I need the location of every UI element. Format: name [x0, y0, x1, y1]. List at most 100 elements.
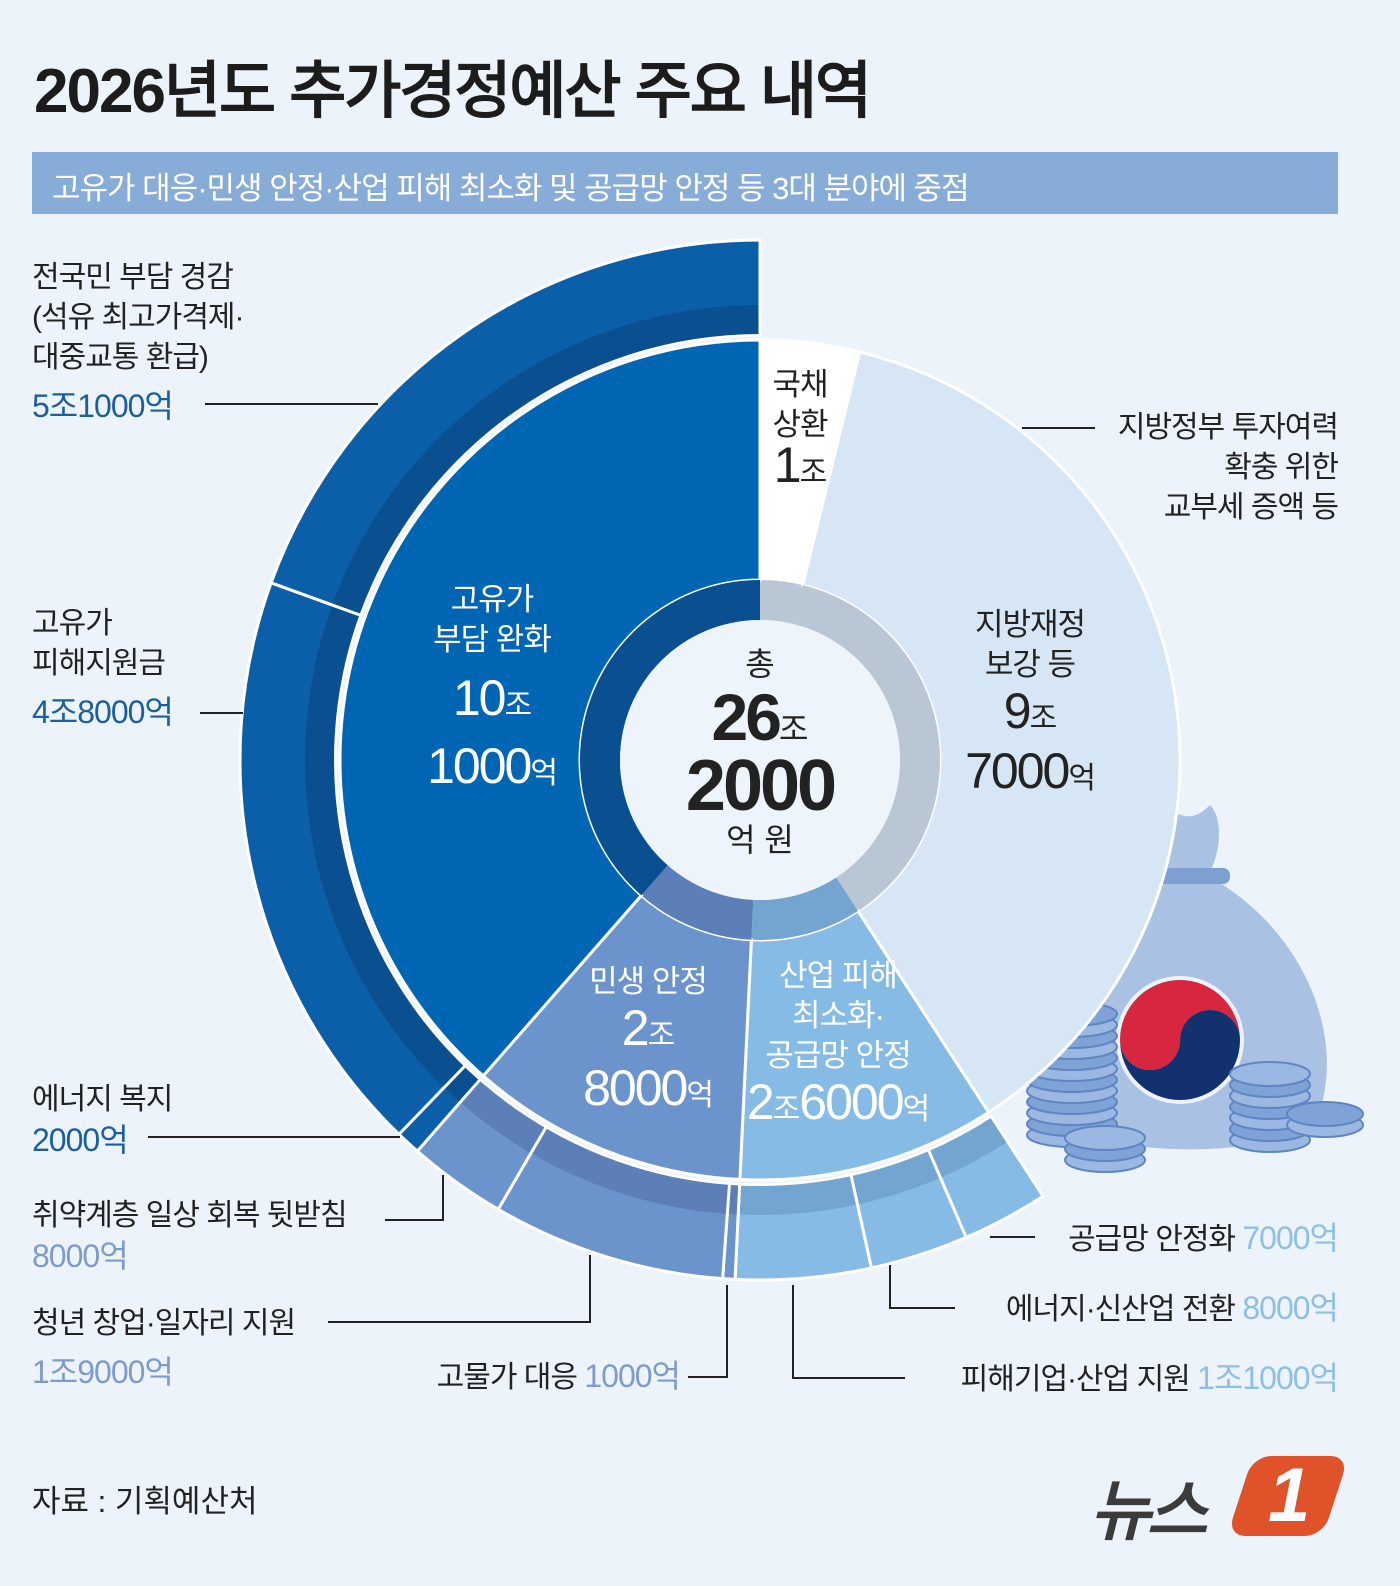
label-line: 공급망 안정화 — [1068, 1223, 1236, 1256]
minsaeng-value-eok: 8000 — [583, 1060, 688, 1116]
value: 1000억 — [584, 1358, 681, 1394]
leader-lines — [148, 403, 1095, 1379]
jibang-value-jo: 9 — [1003, 683, 1032, 739]
saneop-value-jo: 2 — [746, 1074, 775, 1130]
label-line: 전국민 부담 경감 — [32, 261, 234, 294]
gukchae-label-line: 상환 — [772, 407, 828, 442]
label-jibang-note: 지방정부 투자여력 확충 위한 교부세 증액 등 — [1117, 408, 1339, 528]
goyuga-label-line: 부담 완화 — [433, 622, 552, 657]
outer-segment-band-7 — [304, 606, 464, 1087]
unit: 조 — [647, 1019, 676, 1052]
sector-gukchae-inner-band — [760, 580, 803, 625]
label-line: 피해기업·산업 지원 — [960, 1363, 1191, 1396]
label-youth: 청년 창업·일자리 지원 1조9000억 — [32, 1304, 296, 1392]
logo-digit: 1 — [1268, 1453, 1311, 1538]
jibang-label-line: 보강 등 — [984, 647, 1076, 682]
value: 8000억 — [1242, 1290, 1339, 1326]
unit: 조 — [772, 1093, 801, 1126]
coin-icon — [1064, 1125, 1146, 1151]
label-line: 고유가 — [32, 607, 113, 640]
label-supply-chain: 공급망 안정화 7000억 — [1068, 1218, 1339, 1260]
saneop-label-line: 최소화· — [792, 998, 885, 1033]
unit: 억 — [902, 1093, 931, 1126]
label-line: 에너지·신산업 전환 — [1005, 1293, 1236, 1326]
subtitle-bar — [32, 152, 1338, 214]
goyuga-label-line: 고유가 — [450, 582, 535, 617]
label-line: 청년 창업·일자리 지원 — [32, 1307, 296, 1340]
goyuga-label: 고유가 부담 완화 10조 1000억 — [427, 580, 558, 804]
minsaeng-label-line: 민생 안정 — [589, 964, 708, 999]
outer-segment-band-1 — [852, 1151, 939, 1205]
label-line: 고물가 대응 — [436, 1361, 578, 1394]
taegeuk-red — [1120, 980, 1240, 1070]
value: 4조8000억 — [32, 694, 174, 730]
label-line: 확충 위한 — [1224, 451, 1339, 484]
label-line: (석유 최고가격제· — [32, 301, 245, 334]
logo-word: 뉴스 — [1090, 1474, 1207, 1548]
saneop-label-line: 공급망 안정 — [765, 1038, 911, 1073]
label-energy-welfare: 에너지 복지 2000억 — [32, 1080, 173, 1160]
goyuga-value-jo: 10 — [452, 670, 507, 726]
gukchae-label: 국채 상환 1조 — [772, 365, 828, 493]
total-jo: 26 — [711, 680, 782, 754]
total-prefix: 총 — [745, 646, 775, 682]
unit: 조 — [778, 711, 809, 747]
outer-segment-band-4 — [532, 1128, 728, 1214]
value: 2000억 — [32, 1122, 129, 1158]
label-burden-relief: 전국민 부담 경감 (석유 최고가격제· 대중교통 환급) 5조1000억 — [32, 258, 245, 426]
coin-stacks-icon — [1026, 1001, 1364, 1173]
gukchae-unit: 조 — [799, 456, 828, 489]
sector-minsaeng-inner-band — [641, 865, 754, 940]
value: 5조1000억 — [32, 388, 174, 424]
sector-jibang-inner-band — [793, 585, 940, 911]
unit: 조 — [504, 689, 533, 722]
gukchae-value: 1 — [773, 437, 802, 493]
label-line: 피해지원금 — [32, 647, 166, 680]
saneop-label: 산업 피해 최소화· 공급망 안정 2조6000억 — [746, 956, 931, 1136]
label-line: 취약계층 일상 회복 뒷받침 — [32, 1199, 348, 1232]
minsaeng-label: 민생 안정 2조 8000억 — [583, 962, 714, 1122]
value: 1조9000억 — [32, 1354, 174, 1390]
outer-segment-band-5 — [461, 1081, 545, 1153]
sector-saneop-inner-band — [751, 877, 858, 940]
label-line: 지방정부 투자여력 — [1117, 411, 1339, 444]
source-note: 자료 : 기획예산처 — [32, 1484, 258, 1519]
saneop-label-line: 산업 피해 — [779, 958, 898, 993]
unit: 조 — [1029, 702, 1058, 735]
value: 1조1000억 — [1197, 1360, 1339, 1396]
outer-segment-band-8 — [332, 305, 759, 614]
center-total: 총 26조 2000 억 원 — [685, 646, 837, 858]
total-unit: 억 원 — [726, 822, 794, 858]
coin-icon — [1229, 1061, 1311, 1087]
unit: 억 — [686, 1079, 714, 1112]
label-line: 대중교통 환급) — [32, 341, 209, 374]
label-line: 에너지 복지 — [32, 1083, 173, 1116]
label-prices: 고물가 대응 1000억 — [436, 1356, 681, 1398]
saneop-value-eok: 6000 — [799, 1074, 904, 1130]
sector-jibang — [800, 350, 1182, 1115]
jibang-label: 지방재정 보강 등 9조 7000억 — [965, 605, 1096, 805]
unit: 억 — [1068, 762, 1096, 795]
label-damaged-firms: 피해기업·산업 지원 1조1000억 — [960, 1358, 1339, 1400]
goyuga-value-eok: 1000 — [427, 738, 532, 794]
unit: 억 — [530, 757, 558, 790]
sector-goyuga-inner-band — [580, 580, 760, 896]
value: 7000억 — [1242, 1220, 1339, 1256]
label-line: 교부세 증액 등 — [1163, 491, 1339, 524]
label-new-industry: 에너지·신산업 전환 8000억 — [1005, 1288, 1339, 1330]
minsaeng-value-jo: 2 — [621, 1000, 650, 1056]
coin-icon — [1286, 1101, 1364, 1127]
label-vulnerable: 취약계층 일상 회복 뒷받침 8000억 — [32, 1196, 348, 1276]
center-circle — [620, 620, 900, 900]
label-damage-support: 고유가 피해지원금 4조8000억 — [32, 604, 174, 732]
total-eok: 2000 — [685, 746, 837, 826]
taegeuk-blue — [1120, 1010, 1240, 1100]
news1-logo: 뉴스 1 — [1090, 1452, 1350, 1548]
subtitle: 고유가 대응·민생 안정·산업 피해 최소화 및 공급망 안정 등 3대 분야에… — [52, 171, 970, 206]
page-title: 2026년도 추가경정예산 주요 내역 — [34, 57, 872, 126]
outer-segment-band-0 — [930, 1118, 1007, 1178]
value: 8000억 — [32, 1238, 129, 1274]
outer-segment-band-2 — [739, 1176, 856, 1216]
gukchae-label-line: 국채 — [772, 367, 828, 402]
